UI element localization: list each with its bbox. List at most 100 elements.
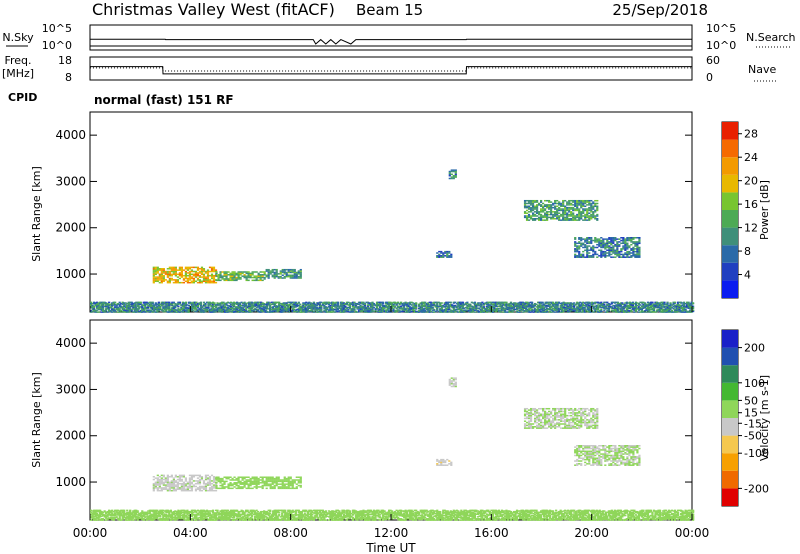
scatter-cell: [664, 308, 668, 310]
scatter-cell: [618, 310, 621, 313]
scatter-cell: [562, 308, 565, 310]
scatter-cell: [255, 279, 258, 282]
scatter-cell: [208, 266, 212, 269]
scatter-cell: [223, 272, 226, 275]
scatter-cell: [618, 256, 621, 258]
scatter-cell: [409, 310, 412, 313]
scatter-cell: [225, 279, 228, 282]
scatter-cell: [341, 304, 344, 306]
scatter-cell: [473, 309, 476, 311]
scatter-cell: [663, 305, 666, 308]
scatter-cell: [676, 301, 680, 304]
scatter-cell: [625, 310, 628, 312]
scatter-cell: [562, 211, 565, 213]
scatter-cell: [389, 303, 392, 306]
scatter-cell: [336, 307, 340, 309]
scatter-cell: [632, 249, 635, 251]
scatter-cell: [90, 513, 93, 516]
scatter-cell: [377, 308, 380, 310]
scatter-cell: [539, 307, 543, 309]
scatter-cell: [608, 241, 611, 243]
range-tick-label: 1000: [55, 267, 86, 281]
scatter-cell: [626, 253, 629, 256]
scatter-cell: [233, 278, 236, 280]
scatter-cell: [464, 303, 467, 306]
scatter-cell: [436, 302, 439, 305]
scatter-cell: [369, 310, 373, 312]
scatter-cell: [556, 205, 559, 208]
scatter-cell: [481, 301, 484, 304]
scatter-cell: [99, 305, 102, 308]
scatter-cell: [247, 279, 250, 282]
scatter-cell: [249, 301, 252, 304]
scatter-cell: [105, 514, 108, 517]
scatter-cell: [626, 243, 629, 246]
scatter-cell: [431, 304, 434, 306]
scatter-cell: [210, 269, 214, 271]
scatter-cell: [223, 305, 227, 308]
scatter-cell: [415, 310, 418, 313]
scatter-cell: [533, 213, 537, 216]
scatter-cell: [454, 172, 457, 174]
scatter-cell: [222, 306, 225, 309]
scatter-cell: [612, 309, 615, 311]
scatter-cell: [440, 255, 443, 257]
scatter-cell: [596, 241, 599, 243]
scatter-cell: [525, 209, 529, 212]
scatter-cell: [598, 249, 601, 251]
scatter-cell: [372, 304, 376, 306]
scatter-cell: [184, 276, 188, 278]
scatter-cell: [255, 301, 258, 304]
scatter-cell: [229, 276, 232, 279]
scatter-cell: [172, 307, 175, 309]
scatter-cell: [144, 301, 147, 304]
scatter-cell: [544, 219, 547, 221]
scatter-cell: [180, 266, 184, 269]
scatter-cell: [192, 279, 196, 281]
scatter-cell: [532, 305, 535, 308]
scatter-cell: [168, 280, 171, 283]
scatter-cell: [270, 308, 273, 311]
scatter-cell: [625, 301, 628, 304]
scatter-cell: [100, 518, 103, 520]
scatter-cell: [681, 302, 684, 304]
scatter-cell: [469, 310, 472, 312]
scatter-cell: [269, 273, 272, 275]
scatter-cell: [365, 301, 368, 304]
scatter-cell: [170, 269, 173, 271]
scatter-cell: [96, 509, 99, 512]
scatter-cell: [296, 302, 299, 305]
scatter-cell: [166, 268, 169, 270]
scatter-cell: [602, 253, 605, 256]
scatter-cell: [235, 272, 238, 275]
scatter-cell: [168, 273, 171, 276]
scatter-cell: [425, 308, 428, 311]
scatter-cell: [537, 204, 541, 206]
scatter-cell: [658, 302, 662, 304]
scatter-cell: [195, 304, 198, 306]
scatter-cell: [681, 310, 684, 312]
colorbar-tick-label: 16: [744, 198, 758, 211]
scatter-cell: [231, 276, 234, 279]
scatter-cell: [682, 307, 686, 309]
noise-left-tick-top: 10^5: [42, 22, 72, 35]
scatter-cell: [590, 211, 593, 213]
scatter-cell: [586, 304, 589, 306]
scatter-cell: [618, 308, 621, 310]
scatter-cell: [535, 205, 539, 208]
scatter-cell: [556, 199, 559, 202]
scatter-cell: [529, 201, 533, 203]
scatter-cell: [297, 270, 300, 272]
scatter-cell: [586, 249, 589, 251]
scatter-cell: [231, 279, 234, 282]
scatter-cell: [196, 266, 200, 269]
scatter-cell: [550, 201, 553, 203]
scatter-cell: [619, 304, 622, 307]
scatter-cell: [238, 302, 242, 304]
scatter-cell: [612, 301, 615, 304]
scatter-cell: [661, 301, 665, 304]
scatter-cell: [614, 250, 617, 253]
scatter-cell: [324, 308, 327, 310]
scatter-cell: [576, 204, 579, 206]
scatter-cell: [446, 306, 449, 309]
